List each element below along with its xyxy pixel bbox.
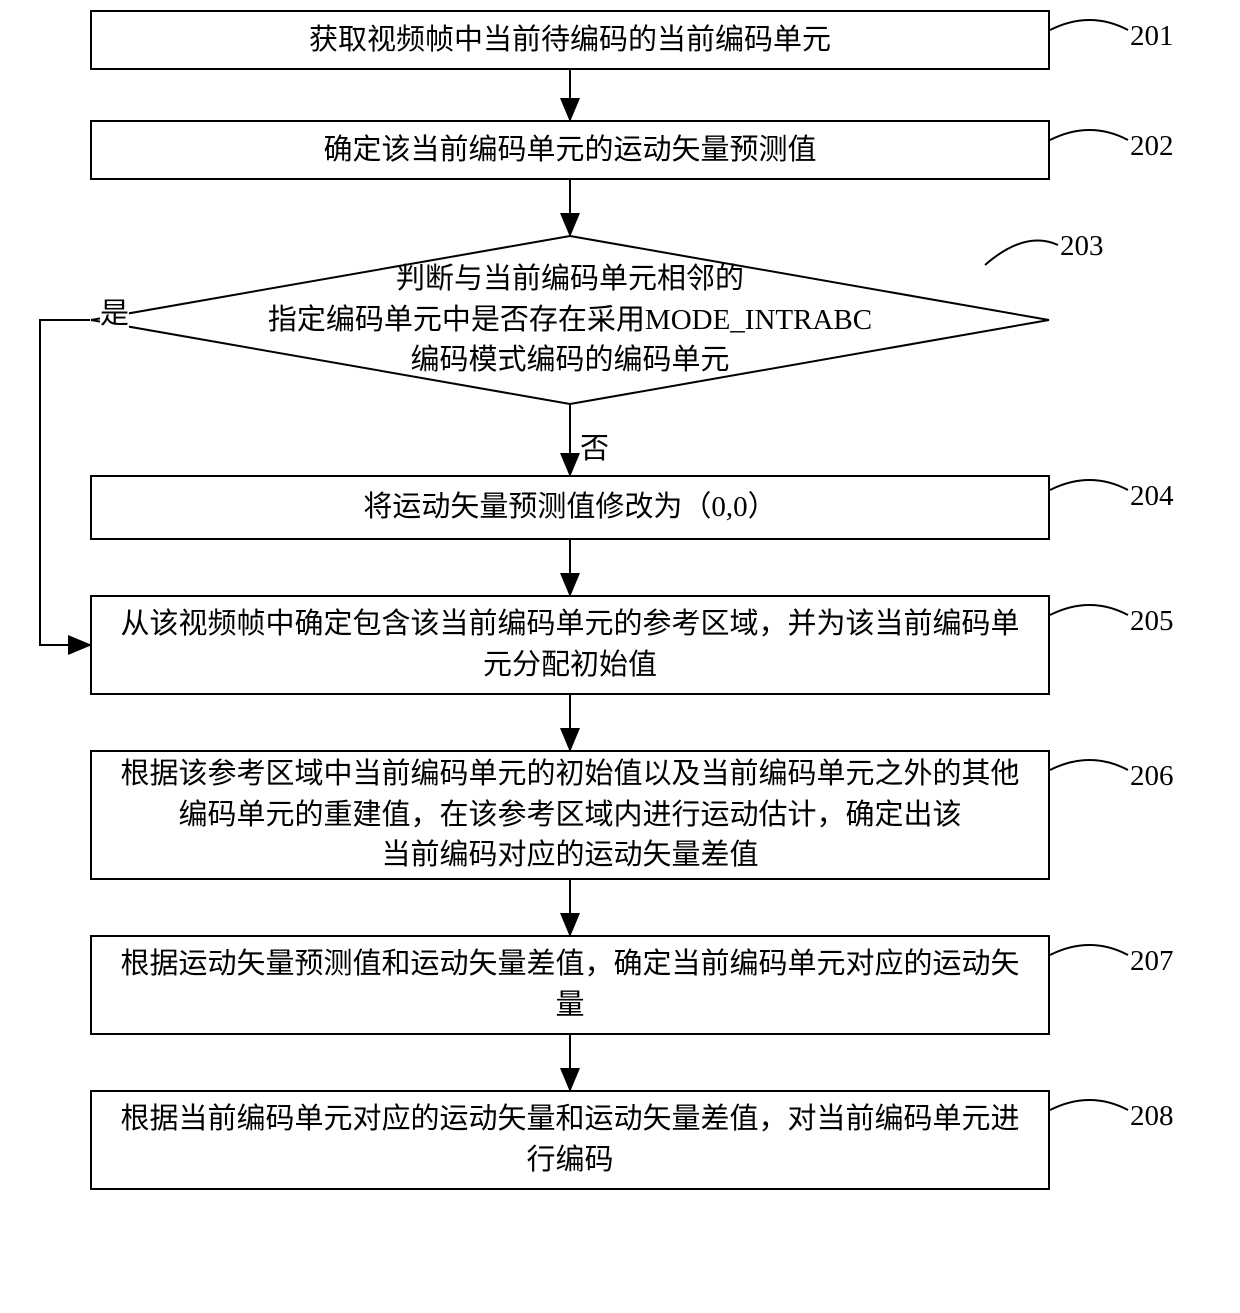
line: 当前编码对应的运动矢量差值	[381, 839, 758, 871]
decision-203: 判断与当前编码单元相邻的 指定编码单元中是否存在采用MODE_INTRABC 编…	[90, 235, 1050, 405]
node-text: 将运动矢量预测值修改为（0,0）	[363, 487, 776, 528]
process-206: 根据该参考区域中当前编码单元的初始值以及当前编码单元之外的其他 编码单元的重建值…	[90, 750, 1050, 880]
line: 根据该参考区域中当前编码单元的初始值以及当前编码单元之外的其他	[120, 758, 1019, 790]
node-text: 获取视频帧中当前待编码的当前编码单元	[309, 20, 831, 61]
process-202: 确定该当前编码单元的运动矢量预测值	[90, 120, 1050, 180]
ref-text: 204	[1130, 480, 1174, 512]
ref-text: 203	[1060, 230, 1104, 262]
ref-206: 206	[1130, 760, 1174, 793]
decision-text: 判断与当前编码单元相邻的 指定编码单元中是否存在采用MODE_INTRABC 编…	[90, 235, 1050, 405]
ref-text: 205	[1130, 605, 1174, 637]
node-text: 确定该当前编码单元的运动矢量预测值	[323, 130, 816, 171]
line: 编码模式编码的编码单元	[410, 344, 729, 376]
line: 判断与当前编码单元相邻的	[396, 263, 744, 295]
ref-text: 206	[1130, 760, 1174, 792]
ref-text: 201	[1130, 20, 1174, 52]
line: 行编码	[526, 1144, 613, 1176]
line: 编码单元的重建值，在该参考区域内进行运动估计，确定出该	[178, 799, 961, 831]
process-201: 获取视频帧中当前待编码的当前编码单元	[90, 10, 1050, 70]
branch-label-no: 否	[580, 425, 609, 467]
line: 从该视频帧中确定包含该当前编码单元的参考区域，并为该当前编码单	[120, 608, 1019, 640]
line: 指定编码单元中是否存在采用MODE_INTRABC	[268, 304, 872, 336]
ref-203: 203	[1060, 230, 1104, 263]
process-204: 将运动矢量预测值修改为（0,0）	[90, 475, 1050, 540]
ref-208: 208	[1130, 1100, 1174, 1133]
process-205: 从该视频帧中确定包含该当前编码单元的参考区域，并为该当前编码单 元分配初始值	[90, 595, 1050, 695]
label-text: 否	[580, 433, 609, 465]
ref-text: 208	[1130, 1100, 1174, 1132]
ref-201: 201	[1130, 20, 1174, 53]
ref-text: 207	[1130, 945, 1174, 977]
ref-207: 207	[1130, 945, 1174, 978]
ref-text: 202	[1130, 130, 1174, 162]
line: 元分配初始值	[483, 649, 657, 681]
ref-204: 204	[1130, 480, 1174, 513]
branch-label-yes: 是	[100, 290, 129, 332]
ref-202: 202	[1130, 130, 1174, 163]
label-text: 是	[100, 298, 129, 330]
process-208: 根据当前编码单元对应的运动矢量和运动矢量差值，对当前编码单元进 行编码	[90, 1090, 1050, 1190]
flowchart-canvas: 获取视频帧中当前待编码的当前编码单元 确定该当前编码单元的运动矢量预测值 判断与…	[0, 0, 1240, 1313]
ref-205: 205	[1130, 605, 1174, 638]
line: 量	[555, 989, 584, 1021]
line: 根据当前编码单元对应的运动矢量和运动矢量差值，对当前编码单元进	[120, 1103, 1019, 1135]
line: 根据运动矢量预测值和运动矢量差值，确定当前编码单元对应的运动矢	[120, 948, 1019, 980]
process-207: 根据运动矢量预测值和运动矢量差值，确定当前编码单元对应的运动矢 量	[90, 935, 1050, 1035]
